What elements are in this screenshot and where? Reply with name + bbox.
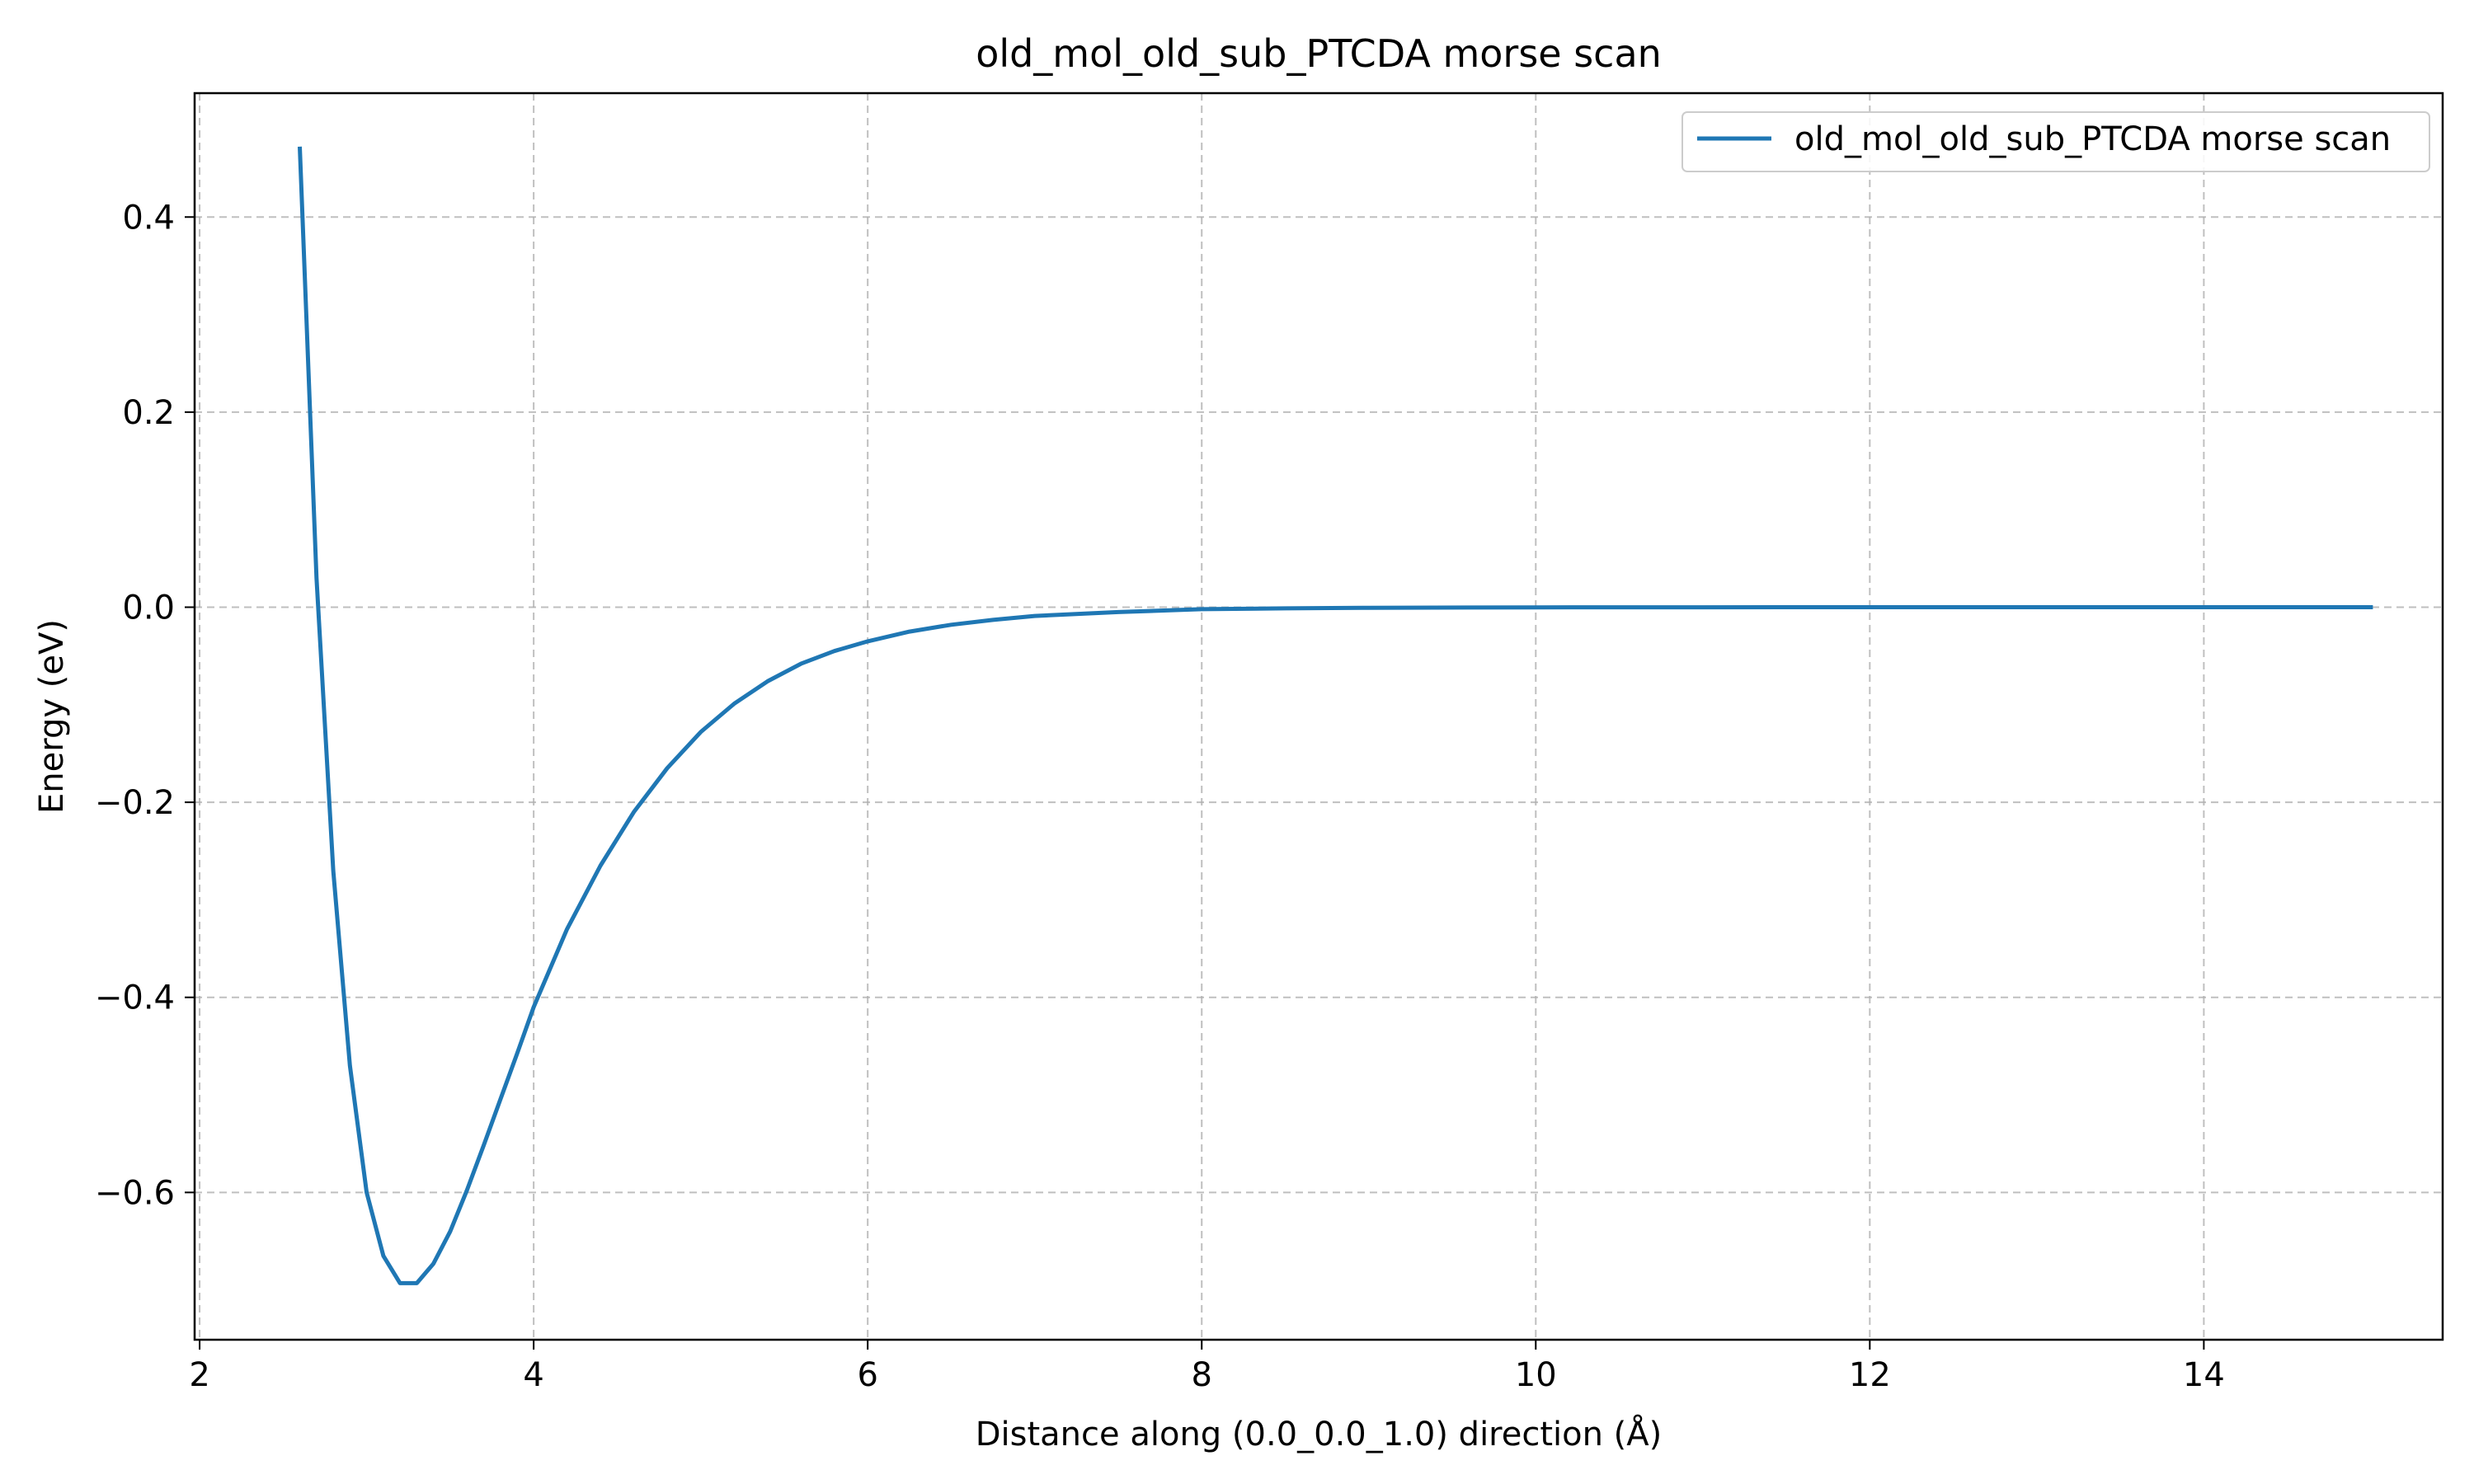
x-tick-label: 2 [189, 1356, 209, 1394]
line-layer [298, 146, 2373, 1285]
y-tick-label: 0.4 [122, 199, 175, 237]
grid-layer [195, 93, 2443, 1340]
legend-frame [1681, 111, 2430, 172]
y-tick-label: 0.0 [122, 589, 175, 627]
y-tick-label: −0.2 [95, 784, 175, 822]
y-tick-label: −0.4 [95, 979, 175, 1017]
plot-area-frame [193, 92, 2444, 1341]
tick-layer: 2 4 6 8 10 12 14 −0.6 −0.4 −0.2 0.0 0.2 0.4 [95, 199, 2225, 1394]
y-tick-label: −0.6 [95, 1174, 175, 1212]
chart-title: old_mol_old_sub_PTCDA morse scan [976, 31, 1662, 76]
x-tick-label: 6 [857, 1356, 877, 1394]
x-tick-label: 10 [1515, 1356, 1557, 1394]
legend-label: old_mol_old_sub_PTCDA morse scan [1794, 120, 2391, 158]
x-tick-label: 8 [1192, 1356, 1212, 1394]
x-tick-label: 12 [1849, 1356, 1891, 1394]
legend: old_mol_old_sub_PTCDA morse scan [1681, 111, 2430, 172]
y-axis-label: Energy (eV) [33, 619, 71, 814]
x-tick-label: 14 [2183, 1356, 2225, 1394]
y-tick-label: 0.2 [122, 394, 175, 432]
x-tick-label: 4 [523, 1356, 543, 1394]
series-line [298, 146, 2373, 1285]
x-axis-label: Distance along (0.0_0.0_1.0) direction (… [976, 1414, 1663, 1453]
